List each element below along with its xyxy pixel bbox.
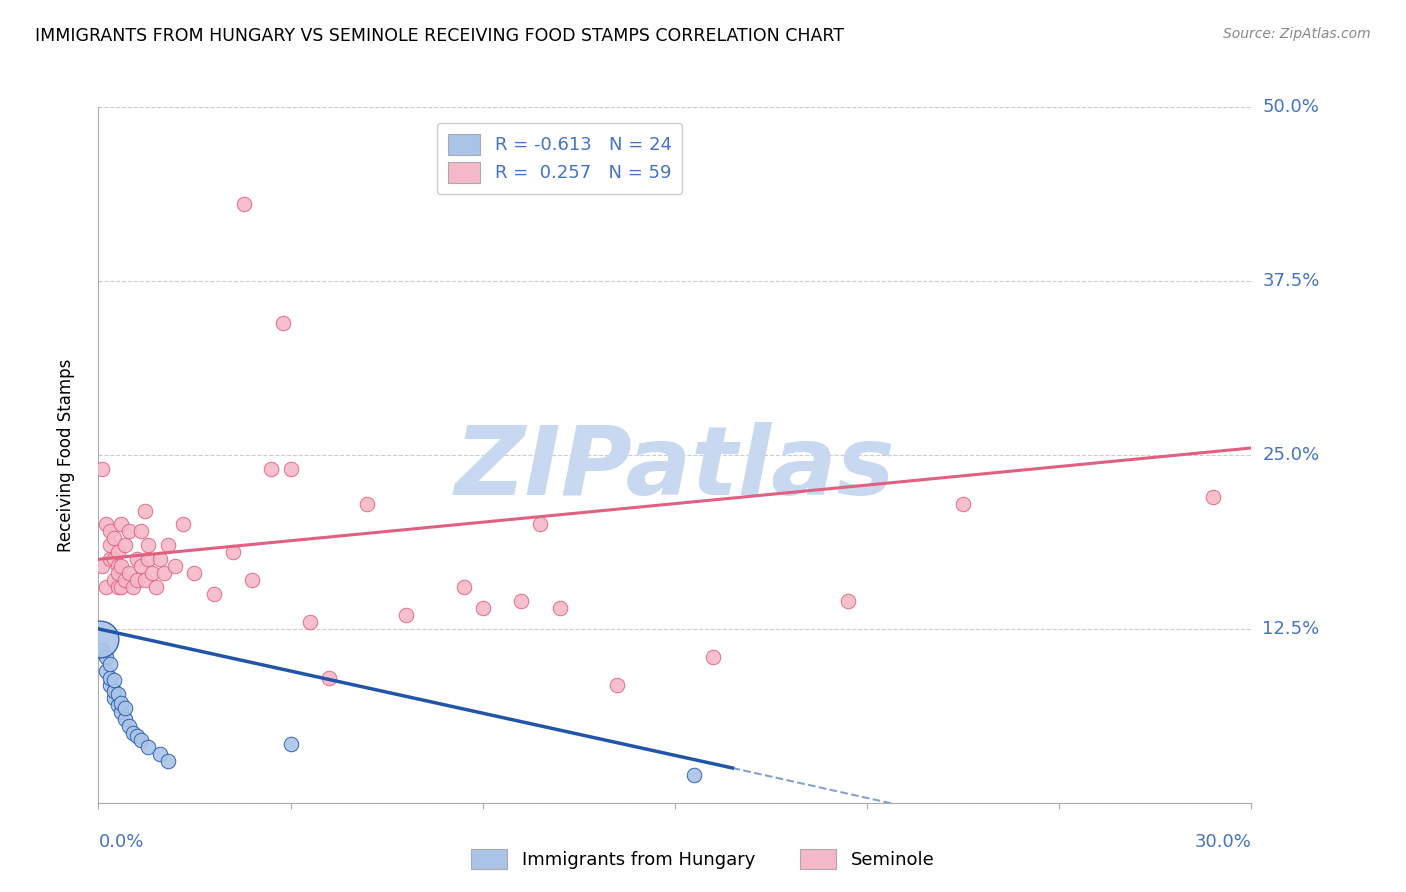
- Point: [103, 684, 125, 698]
- Point: [202, 587, 225, 601]
- Point: [98, 657, 121, 671]
- Point: [110, 696, 132, 710]
- Point: [114, 701, 136, 715]
- Point: [356, 497, 378, 511]
- Point: [107, 559, 129, 574]
- Text: ZIPatlas: ZIPatlas: [454, 422, 896, 516]
- Text: 50.0%: 50.0%: [1263, 98, 1319, 116]
- Point: [94, 580, 117, 594]
- Point: [114, 538, 136, 552]
- Point: [138, 740, 160, 755]
- Point: [149, 552, 172, 566]
- Point: [125, 573, 148, 587]
- Point: [114, 712, 136, 726]
- Point: [103, 532, 125, 546]
- Point: [94, 517, 117, 532]
- Text: 37.5%: 37.5%: [1263, 272, 1320, 290]
- Point: [183, 566, 205, 581]
- Point: [103, 552, 125, 566]
- Text: 12.5%: 12.5%: [1263, 620, 1320, 638]
- Point: [453, 580, 475, 594]
- Point: [318, 671, 340, 685]
- Point: [91, 462, 114, 476]
- Point: [103, 691, 125, 706]
- Point: [152, 566, 174, 581]
- Point: [280, 462, 302, 476]
- Point: [548, 601, 571, 615]
- Point: [1202, 490, 1225, 504]
- Point: [114, 573, 136, 587]
- Legend: Immigrants from Hungary, Seminole: Immigrants from Hungary, Seminole: [463, 839, 943, 879]
- Point: [141, 566, 163, 581]
- Point: [165, 559, 187, 574]
- Point: [952, 497, 974, 511]
- Point: [89, 632, 111, 646]
- Point: [98, 524, 121, 539]
- Point: [683, 768, 706, 782]
- Point: [156, 538, 179, 552]
- Point: [94, 649, 117, 664]
- Text: 25.0%: 25.0%: [1263, 446, 1320, 464]
- Point: [110, 580, 132, 594]
- Point: [91, 559, 114, 574]
- Point: [129, 524, 152, 539]
- Point: [98, 552, 121, 566]
- Point: [118, 524, 141, 539]
- Point: [529, 517, 551, 532]
- Y-axis label: Receiving Food Stamps: Receiving Food Stamps: [56, 359, 75, 551]
- Point: [138, 552, 160, 566]
- Point: [107, 566, 129, 581]
- Point: [510, 594, 533, 608]
- Point: [103, 573, 125, 587]
- Point: [156, 754, 179, 768]
- Point: [471, 601, 494, 615]
- Point: [110, 517, 132, 532]
- Point: [107, 580, 129, 594]
- Point: [98, 677, 121, 691]
- Point: [395, 607, 418, 622]
- Point: [233, 197, 256, 211]
- Text: Source: ZipAtlas.com: Source: ZipAtlas.com: [1223, 27, 1371, 41]
- Text: 30.0%: 30.0%: [1195, 833, 1251, 851]
- Text: 0.0%: 0.0%: [98, 833, 143, 851]
- Point: [125, 552, 148, 566]
- Point: [118, 566, 141, 581]
- Point: [172, 517, 194, 532]
- Point: [98, 538, 121, 552]
- Point: [138, 538, 160, 552]
- Point: [271, 316, 294, 330]
- Point: [94, 664, 117, 678]
- Point: [702, 649, 724, 664]
- Point: [118, 719, 141, 733]
- Point: [103, 673, 125, 688]
- Point: [122, 726, 145, 740]
- Point: [280, 737, 302, 751]
- Point: [110, 706, 132, 720]
- Point: [107, 698, 129, 713]
- Point: [134, 573, 156, 587]
- Point: [98, 671, 121, 685]
- Point: [606, 677, 628, 691]
- Point: [107, 687, 129, 701]
- Point: [134, 503, 156, 517]
- Point: [149, 747, 172, 761]
- Text: IMMIGRANTS FROM HUNGARY VS SEMINOLE RECEIVING FOOD STAMPS CORRELATION CHART: IMMIGRANTS FROM HUNGARY VS SEMINOLE RECE…: [35, 27, 844, 45]
- Point: [260, 462, 283, 476]
- Point: [129, 559, 152, 574]
- Point: [240, 573, 263, 587]
- Point: [122, 580, 145, 594]
- Point: [110, 559, 132, 574]
- Legend: R = -0.613   N = 24, R =  0.257   N = 59: R = -0.613 N = 24, R = 0.257 N = 59: [437, 123, 682, 194]
- Point: [107, 545, 129, 559]
- Point: [298, 615, 321, 629]
- Point: [145, 580, 167, 594]
- Point: [837, 594, 859, 608]
- Point: [129, 733, 152, 747]
- Point: [125, 729, 148, 743]
- Point: [222, 545, 245, 559]
- Point: [91, 642, 114, 657]
